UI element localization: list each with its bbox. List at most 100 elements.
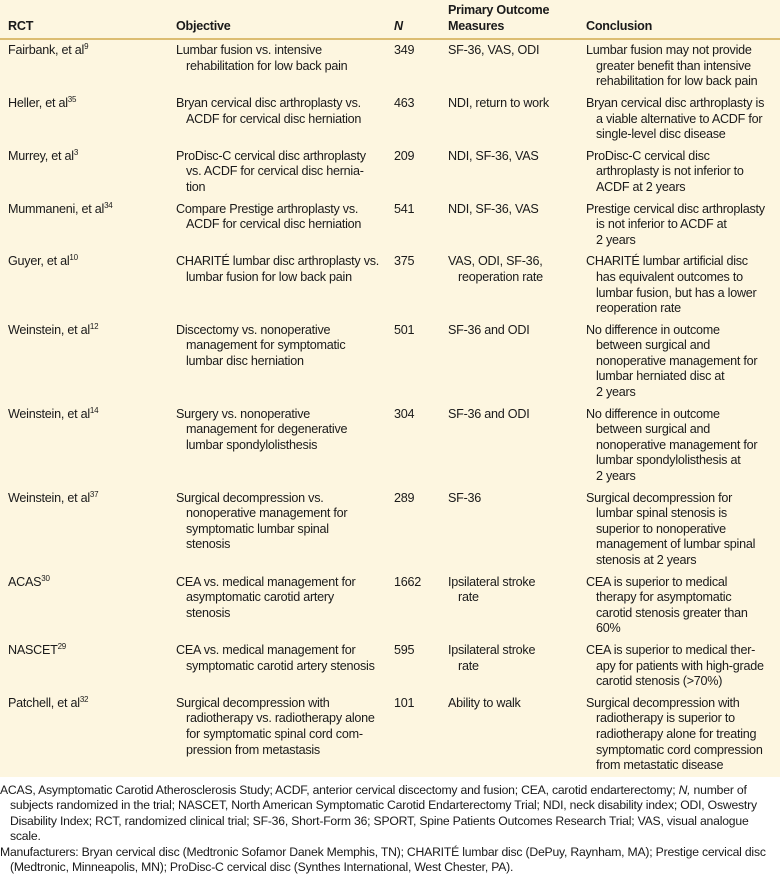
study-cell: Weinstein, et al37 (0, 488, 168, 572)
objective-cell: Surgical decompression with radiotherapy… (176, 695, 375, 757)
measures-cell: Ipsilateral stroke rate (448, 574, 536, 605)
rct-table: RCT Objective N Primary Outcome Measures… (0, 0, 780, 777)
study-name: Murrey, et al (8, 148, 74, 163)
conclusion-cell: Bryan cervical disc arthroplasty is a vi… (586, 95, 765, 142)
table-row: Murrey, et al3 ProDisc-C cervical disc ar… (0, 146, 780, 199)
abbreviations-note: ACAS, Asymptomatic Carotid Atheroscleros… (0, 783, 776, 845)
reference-number: 35 (67, 94, 77, 104)
table-row: Heller, et al35 Bryan cervical disc arthr… (0, 93, 780, 146)
n-cell: 541 (394, 201, 415, 216)
conclusion-cell: Prestige cervical disc arthroplasty is n… (586, 201, 765, 247)
study-cell: ACAS30 (0, 572, 168, 640)
objective-cell: Lumbar fusion vs. intensive rehabilitati… (176, 43, 348, 73)
study-cell: Patchell, et al32 (0, 693, 168, 777)
conclusion-cell: CEA is superior to medical ther- apy for… (586, 642, 764, 689)
study-cell: Weinstein, et al12 (0, 320, 168, 404)
measures-cell: NDI, return to work (448, 95, 549, 110)
reference-number: 30 (41, 573, 50, 583)
abbrev-n: N, (678, 782, 691, 797)
reference-number: 9 (84, 42, 89, 52)
study-cell: Heller, et al35 (0, 93, 168, 146)
header-conclusion: Conclusion (578, 0, 780, 41)
study-name: Fairbank, et al (8, 43, 85, 58)
objective-cell: ProDisc-C cervical disc arthroplasty vs.… (176, 148, 366, 194)
table-row: NASCET29 CEA vs. medical management for s… (0, 640, 780, 693)
header-objective: Objective (168, 0, 386, 41)
reference-number: 34 (104, 200, 113, 210)
n-cell: 209 (394, 148, 415, 163)
measures-cell: SF-36 (448, 490, 482, 505)
study-name: Patchell, et al (8, 695, 80, 710)
objective-cell: CEA vs. medical management for symptomat… (176, 642, 375, 673)
conclusion-cell: CEA is superior to medical therapy for a… (586, 574, 748, 636)
measures-cell: SF-36, VAS, ODI (448, 43, 540, 58)
reference-number: 10 (69, 253, 78, 263)
conclusion-cell: Lumbar fusion may not provide greater be… (586, 43, 758, 89)
objective-cell: CHARITÉ lumbar disc arthroplasty vs. lum… (176, 254, 380, 284)
conclusion-cell: No difference in outcome between surgica… (586, 406, 758, 484)
study-name: Weinstein, et al (8, 406, 90, 421)
table-row: Weinstein, et al12 Discectomy vs. nonoper… (0, 320, 780, 404)
table-footnotes: ACAS, Asymptomatic Carotid Atheroscleros… (0, 777, 780, 876)
table-row: Guyer, et al10 CHARITÉ lumbar disc arthro… (0, 251, 780, 319)
study-name: Weinstein, et al (8, 490, 90, 505)
reference-number: 37 (89, 489, 99, 499)
rct-table-container: RCT Objective N Primary Outcome Measures… (0, 0, 780, 777)
measures-cell: Ability to walk (448, 695, 521, 710)
study-name: Guyer, et al (8, 254, 70, 269)
study-name: ACAS (8, 574, 42, 589)
study-name: Weinstein, et al (8, 322, 90, 337)
study-name: Heller, et al (8, 95, 68, 110)
reference-number: 32 (79, 694, 89, 704)
n-cell: 289 (394, 490, 415, 505)
reference-number: 12 (89, 321, 99, 331)
n-cell: 501 (394, 322, 415, 337)
conclusion-cell: No difference in outcome between surgica… (586, 322, 758, 400)
header-primary-outcome: Primary Outcome Measures (440, 0, 578, 41)
measures-cell: SF-36 and ODI (448, 406, 530, 421)
study-cell: NASCET29 (0, 640, 168, 693)
reference-number: 3 (73, 147, 79, 157)
study-name: Mummaneni, et al (8, 201, 105, 216)
header-n: N (386, 0, 440, 41)
header-rct: RCT (0, 0, 168, 41)
objective-cell: Surgical decompression vs. nonoperative … (176, 490, 348, 552)
table-row: Patchell, et al32 Surgical decompression … (0, 693, 780, 777)
n-cell: 101 (394, 695, 415, 710)
study-cell: Guyer, et al10 (0, 251, 168, 319)
manufacturers-note: Manufacturers: Bryan cervical disc (Medt… (0, 844, 766, 875)
objective-cell: Discectomy vs. nonoperative management f… (176, 322, 346, 368)
measures-cell: Ipsilateral stroke rate (448, 642, 536, 673)
abbrev-text: ACAS, Asymptomatic Carotid Atheroscleros… (0, 782, 679, 797)
conclusion-cell: CHARITÉ lumbar artificial disc has equiv… (586, 254, 757, 316)
n-cell: 463 (394, 95, 415, 110)
table-header-row: RCT Objective N Primary Outcome Measures… (0, 0, 780, 41)
table-row: Fairbank, et al9 Lumbar fusion vs. intens… (0, 39, 780, 93)
study-cell: Murrey, et al3 (0, 146, 168, 199)
objective-cell: Surgery vs. nonoperative management for … (176, 406, 348, 452)
table-row: Mummaneni, et al34 Compare Prestige arthr… (0, 199, 780, 252)
objective-cell: Compare Prestige arthroplasty vs. ACDF f… (176, 201, 362, 232)
conclusion-cell: Surgical decompression for lumbar spinal… (586, 490, 756, 567)
n-cell: 304 (394, 406, 415, 421)
n-cell: 349 (394, 43, 415, 58)
study-cell: Fairbank, et al9 (0, 39, 168, 93)
measures-cell: VAS, ODI, SF-36, reoperation rate (448, 254, 543, 284)
objective-cell: CEA vs. medical management for asymptoma… (176, 574, 356, 620)
n-cell: 1662 (394, 574, 422, 589)
study-cell: Mummaneni, et al34 (0, 199, 168, 252)
conclusion-cell: ProDisc-C cervical disc arthroplasty is … (586, 148, 744, 194)
reference-number: 29 (57, 641, 67, 651)
n-cell: 375 (394, 254, 415, 269)
measures-cell: SF-36 and ODI (448, 322, 530, 337)
table-row: Weinstein, et al37 Surgical decompression… (0, 488, 780, 572)
objective-cell: Bryan cervical disc arthroplasty vs. ACD… (176, 95, 362, 126)
table-row: Weinstein, et al14 Surgery vs. nonoperati… (0, 404, 780, 488)
study-name: NASCET (8, 642, 58, 657)
measures-cell: NDI, SF-36, VAS (448, 201, 539, 216)
study-cell: Weinstein, et al14 (0, 404, 168, 488)
measures-cell: NDI, SF-36, VAS (448, 148, 539, 163)
conclusion-cell: Surgical decompression with radiotherapy… (586, 695, 763, 773)
n-cell: 595 (394, 642, 415, 657)
reference-number: 14 (89, 405, 99, 415)
